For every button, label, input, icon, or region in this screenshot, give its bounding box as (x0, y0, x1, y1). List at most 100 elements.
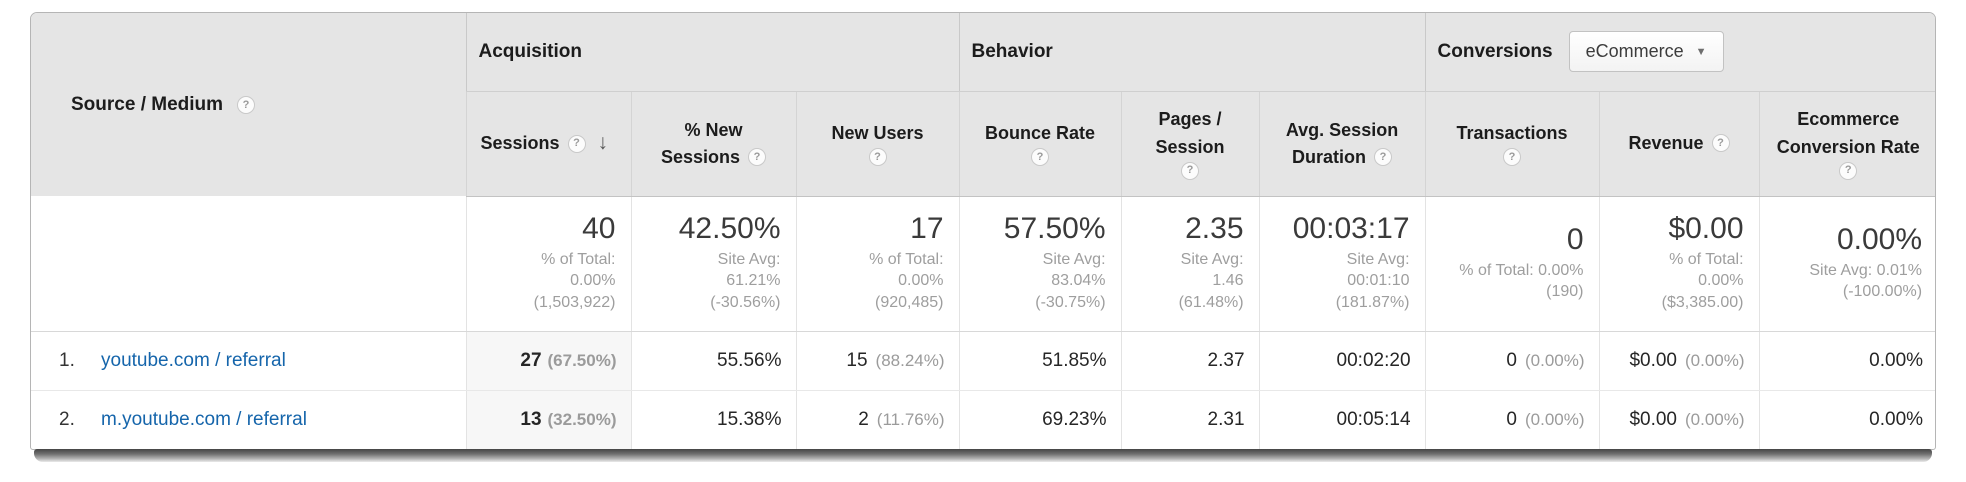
revenue-value: $0.00 (1629, 408, 1677, 430)
summary-pct-new-sessions-value: 42.50% (678, 212, 781, 246)
help-icon[interactable]: ? (1374, 148, 1393, 167)
revenue-percent: (0.00%) (1684, 409, 1745, 429)
summary-revenue-value: $0.00 (1668, 212, 1744, 246)
help-icon[interactable]: ? (237, 95, 256, 114)
pages-session-line2: Session (1155, 136, 1225, 157)
transactions-value: 0 (1506, 408, 1517, 430)
revenue-label: Revenue (1628, 133, 1704, 154)
pct-new-sessions-value: 55.56% (717, 349, 782, 371)
sessions-percent: (67.50%) (547, 350, 617, 370)
help-icon[interactable]: ? (1503, 148, 1522, 167)
screenshot-drop-shadow (34, 449, 1932, 462)
group-header-conversions: Conversions eCommerce ▼ (1424, 13, 1935, 92)
summary-pages-session: 2.35 Site Avg: 1.46 (61.48%) (1120, 196, 1260, 332)
summary-avg-duration-subtext: Site Avg: 00:01:10 (181.87%) (1335, 251, 1410, 311)
summary-revenue: $0.00 % of Total: 0.00% ($3,385.00) (1598, 196, 1760, 332)
summary-revenue-subtext: % of Total: 0.00% ($3,385.00) (1661, 251, 1744, 311)
column-header-transactions[interactable]: Transactions ? (1424, 91, 1600, 197)
bounce-rate-value: 51.85% (1042, 349, 1107, 371)
summary-row: 40 % of Total: 0.00% (1,503,922) 42.50% … (31, 196, 1935, 332)
help-icon[interactable]: ? (868, 148, 887, 167)
new-users-cell: 15 (88.24%) (795, 331, 960, 391)
bounce-rate-label: Bounce Rate (985, 122, 1096, 143)
transactions-label: Transactions (1456, 122, 1568, 143)
help-icon[interactable]: ? (1181, 161, 1200, 180)
acquisition-label: Acquisition (478, 40, 582, 62)
new-users-label: New Users (831, 122, 924, 143)
transactions-cell: 0 (0.00%) (1424, 390, 1600, 449)
summary-new-users: 17 % of Total: 0.00% (920,485) (795, 196, 960, 332)
summary-avg-duration: 00:03:17 Site Avg: 00:01:10 (181.87%) (1258, 196, 1426, 332)
revenue-cell: $0.00 (0.00%) (1598, 390, 1760, 449)
transactions-cell: 0 (0.00%) (1424, 331, 1600, 391)
transactions-percent: (0.00%) (1524, 350, 1585, 370)
summary-new-users-value: 17 (910, 212, 944, 246)
summary-dimension-empty-cell (31, 196, 466, 332)
column-header-revenue[interactable]: Revenue ? (1598, 91, 1760, 197)
ecommerce-dropdown-value: eCommerce (1585, 41, 1684, 62)
source-cell: 1. youtube.com / referral (31, 331, 466, 391)
summary-transactions-subtext: % of Total: 0.00% (190) (1459, 261, 1584, 300)
help-icon[interactable]: ? (1711, 134, 1730, 153)
summary-avg-duration-value: 00:03:17 (1292, 212, 1410, 246)
source-medium-label: Source / Medium (71, 93, 224, 115)
conversions-label: Conversions (1437, 40, 1553, 62)
avg-duration-cell: 00:02:20 (1258, 331, 1426, 391)
summary-bounce-rate-value: 57.50% (1003, 212, 1106, 246)
ecommerce-goal-dropdown[interactable]: eCommerce ▼ (1568, 31, 1724, 73)
avg-session-duration-line1: Avg. Session (1285, 119, 1399, 140)
column-header-source-medium[interactable]: Source / Medium ? (31, 13, 466, 196)
summary-transactions-value: 0 (1566, 222, 1584, 256)
column-header-ecommerce-conversion-rate[interactable]: Ecommerce Conversion Rate ? (1758, 91, 1935, 197)
pct-new-sessions-line1: % New (684, 119, 743, 140)
column-header-new-users[interactable]: New Users ? (795, 91, 960, 197)
summary-bounce-rate-subtext: Site Avg: 83.04% (-30.75%) (1035, 251, 1106, 311)
sessions-value: 13 (520, 408, 542, 430)
group-header-acquisition: Acquisition (465, 13, 960, 92)
column-header-avg-session-duration[interactable]: Avg. Session Duration ? (1258, 91, 1426, 197)
help-icon[interactable]: ? (567, 134, 586, 153)
new-users-value: 15 (846, 349, 868, 371)
bounce-rate-value: 69.23% (1042, 408, 1107, 430)
summary-new-users-subtext: % of Total: 0.00% (920,485) (869, 251, 944, 311)
bounce-rate-cell: 69.23% (958, 390, 1122, 449)
help-icon[interactable]: ? (748, 148, 767, 167)
transactions-value: 0 (1506, 349, 1517, 371)
new-users-percent: (11.76%) (876, 409, 945, 429)
revenue-value: $0.00 (1629, 349, 1677, 371)
source-link[interactable]: youtube.com / referral (101, 349, 286, 371)
help-icon[interactable]: ? (1031, 148, 1050, 167)
sessions-percent: (32.50%) (547, 409, 617, 429)
summary-ecommerce-cr: 0.00% Site Avg: 0.01% (-100.00%) (1758, 196, 1935, 332)
sort-descending-icon[interactable]: ↓ (597, 131, 609, 155)
help-icon[interactable]: ? (1839, 161, 1858, 180)
sessions-cell: 13 (32.50%) (465, 390, 631, 449)
summary-pages-session-subtext: Site Avg: 1.46 (61.48%) (1178, 251, 1244, 311)
chevron-down-icon: ▼ (1695, 45, 1707, 58)
ecommerce-cr-cell: 0.00% (1758, 331, 1935, 391)
transactions-percent: (0.00%) (1524, 409, 1585, 429)
row-rank: 2. (59, 408, 75, 430)
column-header-sessions[interactable]: Sessions ? ↓ (465, 91, 631, 197)
table-row: 1. youtube.com / referral 27 (67.50%) 55.… (31, 331, 1935, 391)
new-users-cell: 2 (11.76%) (795, 390, 960, 449)
column-header-pages-session[interactable]: Pages / Session ? (1120, 91, 1260, 197)
pages-session-cell: 2.37 (1120, 331, 1260, 391)
pct-new-sessions-cell: 55.56% (630, 331, 796, 391)
summary-ecommerce-cr-subtext: Site Avg: 0.01% (-100.00%) (1809, 261, 1923, 300)
summary-pages-session-value: 2.35 (1185, 212, 1244, 246)
summary-pct-new-sessions-subtext: Site Avg: 61.21% (-30.56%) (710, 251, 781, 311)
summary-sessions-value: 40 (582, 212, 616, 246)
column-header-pct-new-sessions[interactable]: % New Sessions ? (630, 91, 796, 197)
avg-duration-value: 00:05:14 (1336, 408, 1411, 430)
source-medium-table: Source / Medium ? Acquisition Behavior C… (31, 13, 1935, 449)
sessions-value: 27 (520, 349, 542, 371)
pct-new-sessions-cell: 15.38% (630, 390, 796, 449)
behavior-label: Behavior (971, 40, 1053, 62)
row-rank: 1. (59, 349, 75, 371)
ecommerce-cr-cell: 0.00% (1758, 390, 1935, 449)
column-header-bounce-rate[interactable]: Bounce Rate ? (958, 91, 1122, 197)
pages-session-value: 2.37 (1207, 349, 1245, 371)
pages-session-line1: Pages / (1158, 109, 1222, 130)
source-link[interactable]: m.youtube.com / referral (101, 408, 307, 430)
